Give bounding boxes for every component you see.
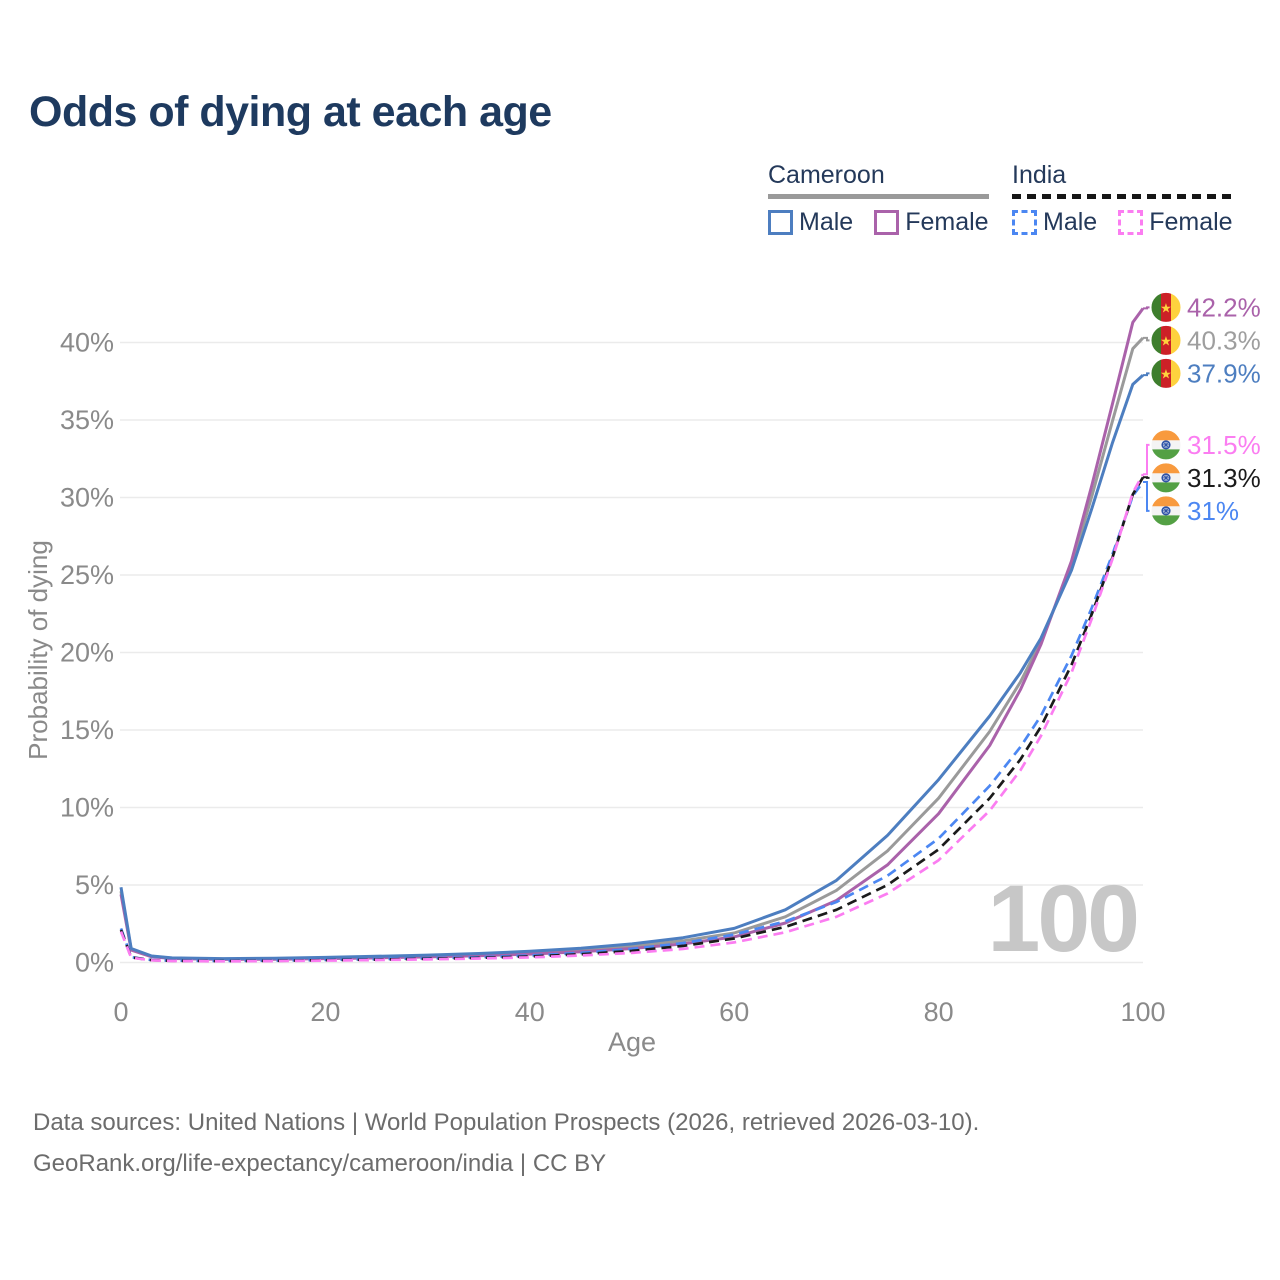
y-axis-title: Probability of dying	[23, 540, 53, 760]
footer-attribution: GeoRank.org/life-expectancy/cameroon/ind…	[33, 1150, 607, 1177]
legend-label-india-male: Male	[1043, 208, 1098, 236]
footer: Data sources: United Nations | World Pop…	[33, 1102, 979, 1184]
end-label-india-male: 31%	[1143, 481, 1239, 528]
end-value-cameroon-female: 42.2%	[1187, 292, 1261, 322]
legend-group-india: India Male Female	[1012, 161, 1233, 237]
x-tick-label: 0	[113, 997, 128, 1027]
age-watermark: 100	[987, 866, 1137, 972]
line-india-all	[119, 476, 1145, 963]
india-flag-icon	[1149, 461, 1183, 495]
end-connector-cameroon-male	[1143, 372, 1151, 377]
end-label-cameroon-male: ★ 37.9%	[1143, 356, 1261, 390]
legend-label-cameroon-female: Female	[905, 208, 989, 236]
y-tick-label: 0%	[75, 948, 114, 978]
cameroon-flag-icon: ★	[1149, 323, 1183, 357]
x-tick-label: 20	[310, 997, 340, 1027]
y-tick-label: 10%	[60, 793, 114, 823]
legend-header-india: India	[1012, 161, 1067, 189]
footer-data-sources: Data sources: United Nations | World Pop…	[33, 1109, 980, 1136]
line-india-male	[119, 481, 1145, 963]
end-connector-india-male	[1143, 481, 1151, 512]
page-title: Odds of dying at each age	[29, 88, 552, 136]
end-label-cameroon-all: ★ 40.3%	[1143, 323, 1261, 357]
x-tick-label: 100	[1120, 997, 1165, 1027]
legend-swatch-cameroon-male	[768, 210, 793, 235]
india-flag-icon	[1149, 428, 1183, 462]
legend-swatch-india-male	[1012, 210, 1037, 235]
cameroon-star-icon: ★	[1160, 366, 1172, 381]
legend-item-cameroon-female: Female	[874, 208, 989, 237]
end-connector-cameroon-female	[1143, 306, 1151, 310]
y-tick-label: 5%	[75, 870, 114, 900]
y-tick-label: 15%	[60, 715, 114, 745]
legend-underline-cameroon-solid	[768, 194, 989, 199]
legend-header-cameroon: Cameroon	[768, 161, 885, 189]
end-value-cameroon-male: 37.9%	[1187, 358, 1261, 388]
end-label-cameroon-female: ★ 42.2%	[1143, 290, 1261, 324]
y-tick-label: 20%	[60, 638, 114, 668]
legend-swatch-india-female	[1118, 210, 1144, 235]
legend-label-india-female: Female	[1149, 208, 1233, 236]
legend-label-cameroon-male: Male	[799, 208, 854, 236]
end-label-india-all: 31.3%	[1143, 461, 1261, 495]
end-connector-india-female	[1143, 443, 1151, 476]
y-tick-label: 35%	[60, 405, 114, 435]
x-tick-label: 60	[719, 997, 749, 1027]
legend-item-cameroon-male: Male	[768, 208, 853, 237]
x-tick-label: 80	[924, 997, 954, 1027]
x-tick-label: 40	[515, 997, 545, 1027]
end-label-india-female: 31.5%	[1143, 428, 1261, 476]
cameroon-flag-icon: ★	[1149, 356, 1183, 390]
x-axis-title: Age	[608, 1027, 656, 1057]
end-connector-cameroon-all	[1143, 336, 1151, 342]
cameroon-star-icon: ★	[1160, 300, 1172, 315]
cameroon-flag-icon: ★	[1149, 290, 1183, 324]
line-cameroon-male	[119, 373, 1145, 961]
y-tick-label: 25%	[60, 560, 114, 590]
legend-underline-india-dashed	[1012, 194, 1233, 199]
end-value-india-male: 31%	[1187, 496, 1239, 526]
end-value-cameroon-all: 40.3%	[1187, 325, 1261, 355]
legend-group-cameroon: Cameroon Male Female	[768, 161, 989, 237]
line-india-female	[119, 473, 1145, 963]
india-flag-icon	[1149, 494, 1183, 528]
legend-item-india-female: Female	[1118, 208, 1233, 237]
y-tick-label: 30%	[60, 483, 114, 513]
line-cameroon-female	[119, 307, 1145, 961]
end-value-india-all: 31.3%	[1187, 463, 1261, 493]
end-connector-india-all	[1143, 476, 1151, 479]
y-tick-label: 40%	[60, 328, 114, 358]
cameroon-star-icon: ★	[1160, 333, 1172, 348]
legend-item-india-male: Male	[1012, 208, 1097, 237]
end-value-india-female: 31.5%	[1187, 430, 1261, 460]
legend-swatch-cameroon-female	[874, 210, 900, 235]
